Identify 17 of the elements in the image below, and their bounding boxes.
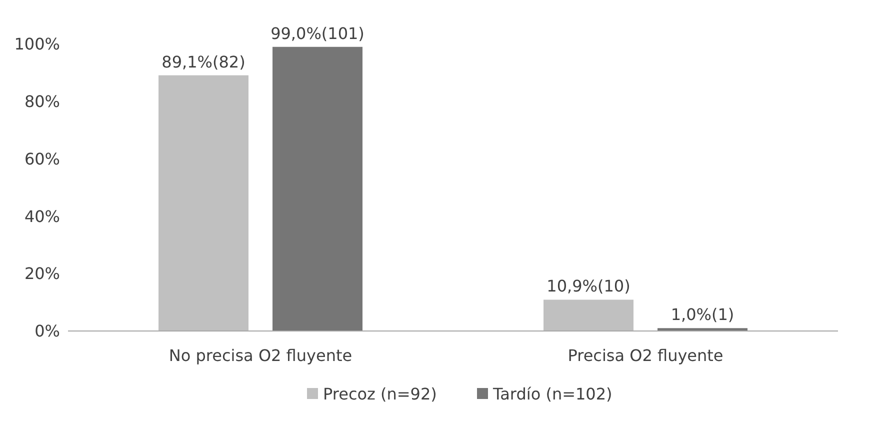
legend-label: Tardío (n=102) [492, 384, 612, 404]
data-label: 99,0%(101) [270, 24, 364, 43]
y-tick-label: 100% [14, 34, 60, 54]
data-label: 1,0%(1) [670, 305, 734, 324]
legend-label: Precoz (n=92) [323, 384, 437, 404]
x-tick-label: No precisa O2 fluyente [168, 346, 352, 365]
y-tick-label: 60% [24, 149, 60, 168]
x-tick-label: Precisa O2 fluyente [568, 346, 724, 365]
y-tick-label: 20% [24, 264, 60, 284]
y-tick-label: 80% [24, 92, 60, 111]
y-tick-label: 0% [34, 322, 60, 341]
data-label: 10,9%(10) [546, 276, 630, 296]
data-label: 89,1%(82) [162, 52, 246, 72]
bar [272, 46, 362, 331]
bar [544, 300, 634, 331]
bar [158, 75, 248, 331]
y-tick-label: 40% [24, 206, 60, 226]
